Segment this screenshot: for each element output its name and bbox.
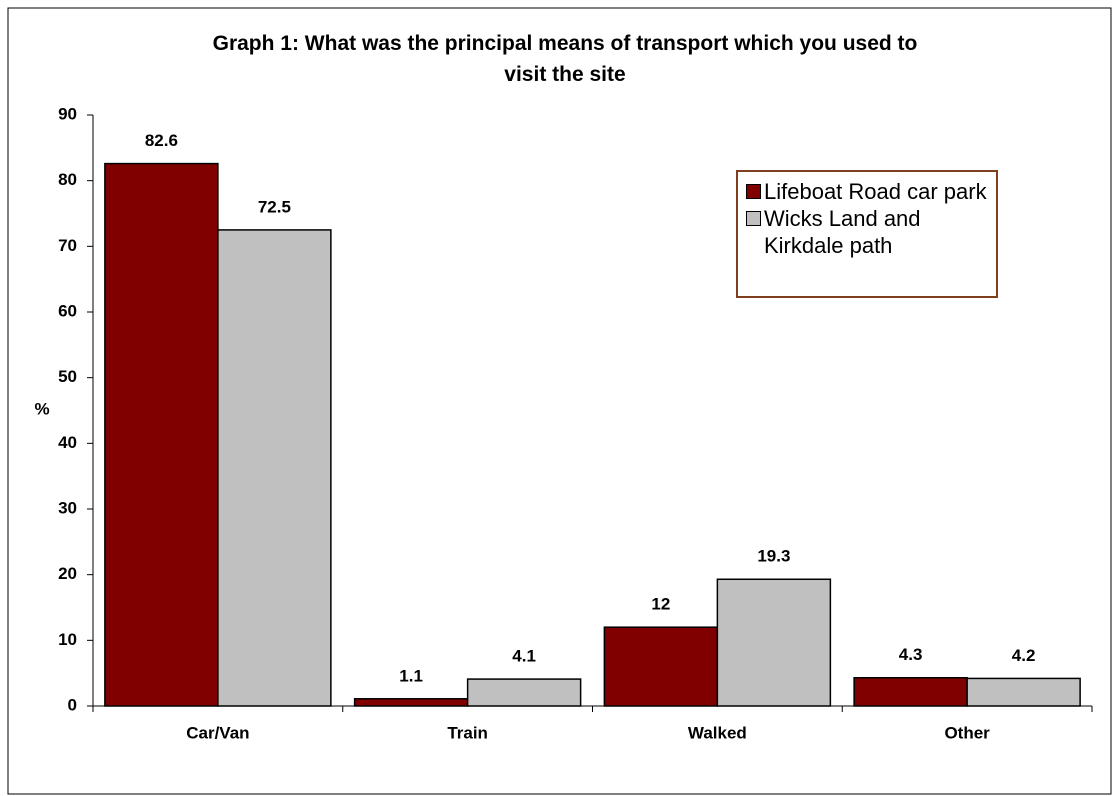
bar — [104, 162, 219, 707]
bar — [603, 626, 719, 707]
y-tick-label: 20 — [58, 564, 77, 583]
chart-title: Graph 1: What was the principal means of… — [212, 32, 918, 86]
legend: Lifeboat Road car park Wicks Land and Kir… — [736, 170, 998, 298]
legend-swatch — [746, 211, 761, 226]
y-tick-label: 90 — [58, 104, 77, 123]
bar — [466, 678, 582, 707]
x-tick-label: Train — [447, 723, 488, 742]
x-tick-label: Other — [944, 723, 990, 742]
y-tick-label: 60 — [58, 301, 77, 320]
bar — [217, 229, 332, 707]
legend-item: Lifeboat Road car park — [746, 178, 990, 205]
y-tick-label: 10 — [58, 630, 77, 649]
data-label: 19.3 — [757, 547, 790, 566]
y-tick-label: 50 — [58, 367, 77, 386]
data-label: 4.1 — [512, 647, 536, 666]
data-label: 1.1 — [399, 666, 423, 685]
x-tick-label: Car/Van — [186, 723, 249, 742]
legend-label: Lifeboat Road car park — [764, 179, 987, 204]
bar — [966, 677, 1081, 707]
legend-item: Wicks Land and Kirkdale path — [746, 205, 990, 259]
bar — [853, 677, 968, 707]
y-tick-label: 80 — [58, 170, 77, 189]
y-tick-label: 30 — [58, 498, 77, 517]
frame — [7, 7, 1112, 795]
x-tick-label: Walked — [688, 723, 747, 742]
data-label: 4.2 — [1012, 646, 1036, 665]
data-label: 12 — [651, 595, 670, 614]
data-label: 82.6 — [145, 131, 178, 150]
legend-label: Wicks Land and Kirkdale path — [764, 206, 921, 258]
y-tick-label: 0 — [68, 695, 77, 714]
y-axis-label: % — [34, 399, 49, 418]
bar — [716, 578, 832, 707]
legend-swatch — [746, 184, 761, 199]
y-tick-label: 40 — [58, 433, 77, 452]
y-tick-label: 70 — [58, 236, 77, 255]
data-label: 72.5 — [258, 197, 291, 216]
data-label: 4.3 — [899, 645, 923, 664]
bar — [353, 698, 469, 707]
